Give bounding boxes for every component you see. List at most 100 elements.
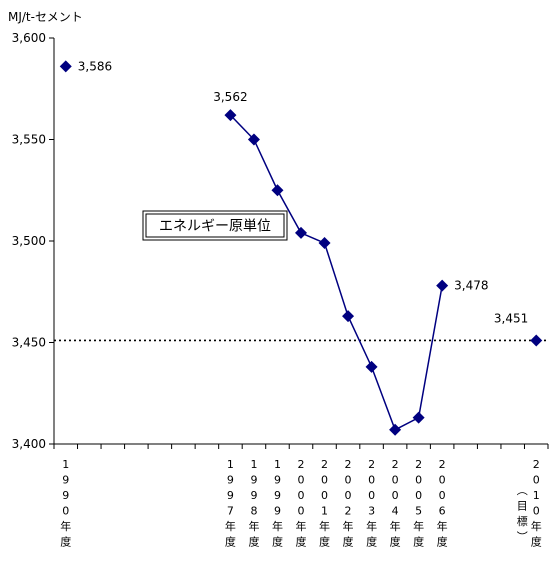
legend-label: エネルギー原単位 [159,219,271,235]
svg-text:2: 2 [298,458,305,471]
x-category-label: 2 0 0 5年度 [413,458,424,549]
data-point-marker [318,237,331,250]
svg-text:9: 9 [250,489,257,502]
data-label: 3,562 [213,90,247,104]
svg-text:年: 年 [319,519,330,533]
x-category-label: 2 0 0 3年度 [366,458,377,549]
svg-text:0: 0 [321,474,328,487]
svg-text:6: 6 [439,505,446,518]
series-line-group [229,114,443,431]
svg-text:2: 2 [533,458,540,471]
svg-text:標: 標 [517,514,528,528]
x-category-label: 2 0 0 6年度 [437,458,448,549]
axes: 3,400 3,450 3,500 3,550 3,600 [12,31,549,451]
svg-text:4: 4 [392,505,399,518]
svg-text:︵: ︵ [517,484,528,497]
data-label: 3,451 [494,311,528,325]
svg-text:0: 0 [298,505,305,518]
svg-text:0: 0 [345,489,352,502]
svg-text:0: 0 [298,474,305,487]
svg-text:0: 0 [345,474,352,487]
svg-text:度: 度 [366,535,377,549]
svg-text:度: 度 [437,535,448,549]
svg-text:5: 5 [415,505,422,518]
svg-text:0: 0 [533,474,540,487]
svg-text:0: 0 [439,489,446,502]
svg-text:年: 年 [248,519,259,533]
svg-text:8: 8 [250,505,257,518]
svg-text:度: 度 [531,535,542,549]
svg-text:年: 年 [296,519,307,533]
svg-text:0: 0 [392,474,399,487]
svg-text:2: 2 [415,458,422,471]
x-category-label: 2 0 0 4年度 [390,458,401,549]
svg-text:0: 0 [415,489,422,502]
svg-text:2: 2 [368,458,375,471]
svg-text:2: 2 [392,458,399,471]
svg-text:1: 1 [533,489,540,502]
svg-text:年: 年 [531,519,542,533]
svg-text:年: 年 [272,519,283,533]
y-tick-label: 3,500 [12,234,46,248]
x-category-label: 1 9 9 8年度 [248,458,259,549]
svg-text:年: 年 [413,519,424,533]
data-point-marker [530,334,543,347]
svg-text:9: 9 [250,474,257,487]
y-tick-label: 3,550 [12,133,46,147]
svg-text:年: 年 [366,519,377,533]
svg-text:1: 1 [321,505,328,518]
x-category-label: 2 0 1 0 ︵ 目標 ︶年度 [517,458,542,549]
svg-text:0: 0 [62,505,69,518]
data-point-marker [436,279,449,292]
svg-text:年: 年 [390,519,401,533]
svg-text:0: 0 [321,489,328,502]
data-point-marker [295,226,307,239]
svg-text:度: 度 [272,535,283,549]
svg-text:0: 0 [392,489,399,502]
svg-text:年: 年 [225,519,236,533]
svg-text:度: 度 [343,535,354,549]
svg-text:度: 度 [248,535,259,549]
legend-box-inner [145,213,285,238]
data-label-group: 3,586 3,562 3,478 3,451 [78,59,528,325]
svg-text:度: 度 [319,535,330,549]
svg-text:9: 9 [274,505,281,518]
x-category-label: 1 9 9 0年度 [60,458,71,549]
svg-text:9: 9 [274,489,281,502]
legend-box-outer [142,210,288,241]
svg-text:9: 9 [62,474,69,487]
svg-text:0: 0 [298,489,305,502]
data-point-marker [412,411,425,424]
y-tick-label: 3,400 [12,437,46,451]
data-point-marker [342,310,355,323]
category-label-group: 1990年度1997年度1998年度1999年度2000年度2001年度2002… [60,458,541,549]
svg-text:9: 9 [274,474,281,487]
svg-text:3: 3 [368,505,375,518]
svg-text:度: 度 [390,535,401,549]
svg-text:0: 0 [415,474,422,487]
data-point-marker [365,360,378,373]
data-point-marker [271,184,284,197]
svg-text:年: 年 [60,519,71,533]
svg-text:2: 2 [345,505,352,518]
svg-text:年: 年 [343,519,354,533]
data-point-marker [59,60,72,73]
svg-text:0: 0 [533,505,540,518]
svg-text:度: 度 [296,535,307,549]
svg-text:9: 9 [227,474,234,487]
svg-text:度: 度 [60,535,71,549]
y-tick-label: 3,600 [12,31,46,45]
svg-text:9: 9 [62,489,69,502]
data-label: 3,586 [78,59,112,73]
svg-text:0: 0 [368,474,375,487]
x-category-label: 2 0 0 1年度 [319,458,330,549]
svg-text:7: 7 [227,505,234,518]
svg-text:年: 年 [437,519,448,533]
x-category-label: 1 9 9 7年度 [225,458,236,549]
y-axis-unit-label: MJ/t-セメント [8,10,83,24]
data-point-marker [389,423,402,436]
